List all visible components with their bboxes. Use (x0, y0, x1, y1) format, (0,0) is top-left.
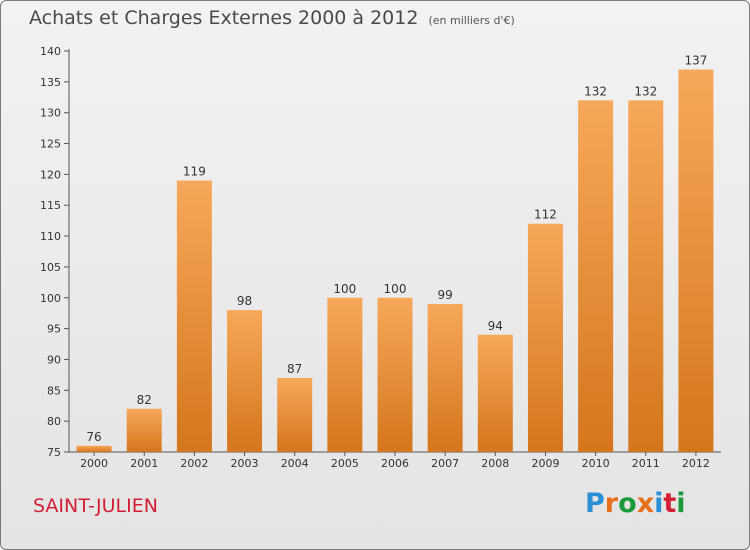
y-tick-label: 115 (40, 199, 61, 212)
bar-value-label: 94 (488, 319, 503, 333)
x-tick-label: 2000 (80, 457, 108, 470)
y-tick-label: 75 (47, 446, 61, 459)
bar-value-label: 98 (237, 294, 252, 308)
x-tick-label: 2011 (632, 457, 660, 470)
bar (176, 180, 212, 453)
bar-value-label: 99 (438, 288, 453, 302)
bar-value-label: 100 (333, 282, 356, 296)
y-tick-label: 90 (47, 353, 61, 366)
bar (277, 377, 313, 452)
y-tick-label: 100 (40, 292, 61, 305)
logo-letter: o (618, 488, 637, 519)
bar (126, 408, 162, 452)
y-tick-label: 110 (40, 230, 61, 243)
x-tick-label: 2012 (682, 457, 710, 470)
unit-note: (en milliers d'€) (428, 14, 515, 27)
bar (628, 100, 664, 452)
x-tick-label: 2003 (231, 457, 259, 470)
x-tick-label: 2002 (180, 457, 208, 470)
bar-value-label: 76 (86, 430, 101, 444)
bar-value-label: 137 (684, 54, 707, 68)
y-tick-label: 105 (40, 261, 61, 274)
y-tick-label: 95 (47, 323, 61, 336)
x-tick-label: 2005 (331, 457, 359, 470)
y-tick-label: 140 (40, 45, 61, 58)
bar (227, 310, 263, 452)
x-tick-label: 2007 (431, 457, 459, 470)
bar-value-label: 87 (287, 362, 302, 376)
bar (527, 223, 563, 452)
bar-value-label: 132 (634, 84, 657, 98)
bar (678, 69, 714, 452)
bar (578, 100, 614, 452)
chart-title: Achats et Charges Externes 2000 à 2012 (e… (29, 7, 515, 29)
y-tick-label: 120 (40, 168, 61, 181)
bar-value-label: 82 (137, 393, 152, 407)
x-tick-label: 2001 (130, 457, 158, 470)
y-tick-label: 80 (47, 415, 61, 428)
logo-letter: r (604, 488, 619, 519)
logo-letter: x (636, 488, 655, 519)
y-tick-label: 125 (40, 138, 61, 151)
x-tick-label: 2008 (481, 457, 509, 470)
proxiti-logo[interactable]: Proxiti (585, 488, 686, 519)
bar-value-label: 112 (534, 208, 557, 222)
x-tick-label: 2006 (381, 457, 409, 470)
logo-letter: i (654, 488, 664, 519)
logo-letter: i (676, 488, 686, 519)
y-tick-label: 85 (47, 384, 61, 397)
x-tick-label: 2009 (531, 457, 559, 470)
bar-value-label: 132 (584, 84, 607, 98)
x-tick-label: 2010 (582, 457, 610, 470)
bar (427, 303, 463, 452)
y-tick-label: 130 (40, 107, 61, 120)
x-tick-label: 2004 (281, 457, 309, 470)
commune-name: SAINT-JULIEN (33, 495, 158, 517)
bar-value-label: 100 (384, 282, 407, 296)
logo-letter: t (663, 488, 677, 519)
bar-value-label: 119 (183, 165, 206, 179)
bar (477, 334, 513, 452)
y-tick-label: 135 (40, 76, 61, 89)
bar (377, 297, 413, 452)
bar (327, 297, 363, 452)
logo-letter: P (585, 488, 605, 519)
bar (76, 445, 112, 452)
